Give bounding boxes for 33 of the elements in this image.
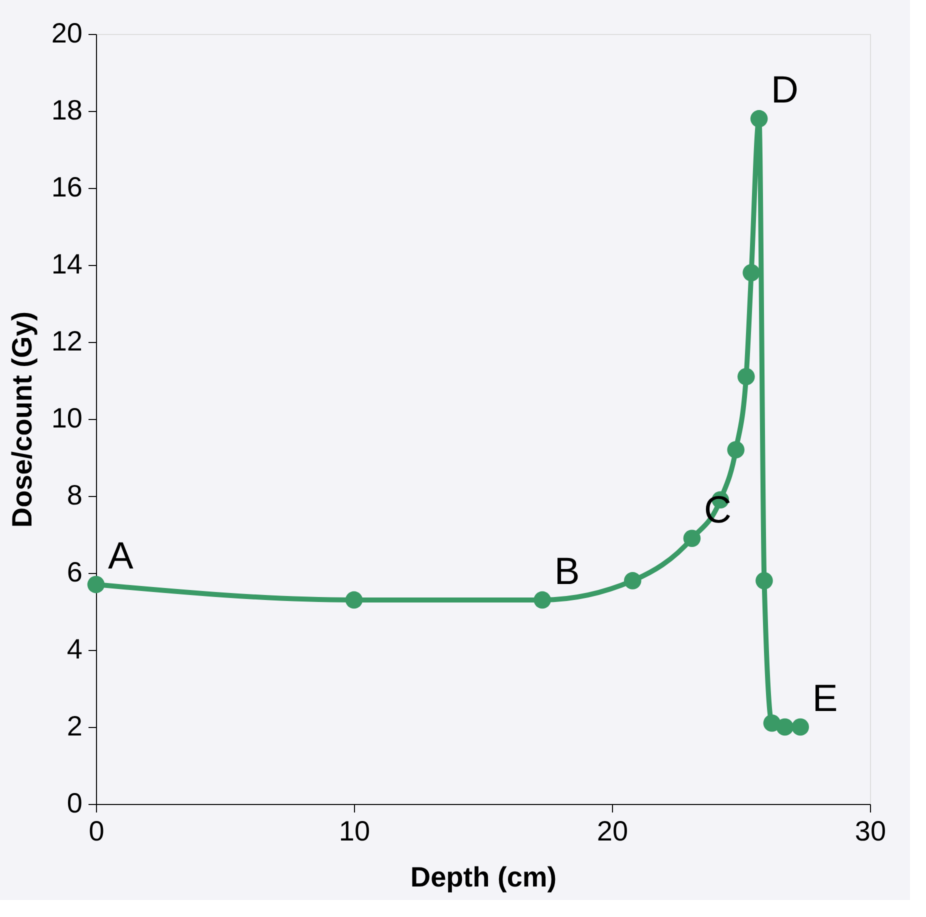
- y-tick-label: 2: [66, 710, 82, 742]
- x-tick-label: 30: [854, 816, 886, 846]
- y-tick-label: 14: [51, 248, 82, 280]
- y-tick-label: 6: [66, 556, 82, 588]
- point: [738, 368, 755, 386]
- x-tick-label: 20: [596, 816, 628, 846]
- annotation: E: [812, 678, 838, 720]
- point: [750, 110, 768, 128]
- point: [776, 718, 794, 736]
- annotation: B: [554, 550, 580, 593]
- point: [792, 718, 809, 736]
- point: [742, 264, 760, 282]
- y-tick-label: 8: [66, 480, 82, 510]
- y-tick-label: 10: [51, 402, 82, 434]
- x-axis-title: Depth (cm): [410, 862, 557, 892]
- point: [683, 530, 701, 547]
- y-tick-label: 4: [66, 634, 82, 664]
- y-axis-title: Dose/count (Gy): [6, 311, 38, 528]
- y-tick-label: 20: [51, 18, 82, 48]
- y-tick-label: 18: [51, 94, 82, 126]
- point: [345, 591, 363, 609]
- point: [756, 572, 773, 590]
- point: [534, 591, 551, 609]
- point: [727, 441, 744, 458]
- x-tick-label: 0: [88, 816, 104, 846]
- annotation: D: [771, 70, 799, 112]
- annotation: A: [108, 536, 134, 578]
- y-tick-label: 16: [51, 172, 82, 202]
- point: [624, 572, 642, 590]
- x-tick-label: 10: [338, 816, 370, 846]
- point: [87, 576, 105, 594]
- y-tick-label: 0: [66, 788, 82, 818]
- y-tick-label: 12: [51, 326, 82, 356]
